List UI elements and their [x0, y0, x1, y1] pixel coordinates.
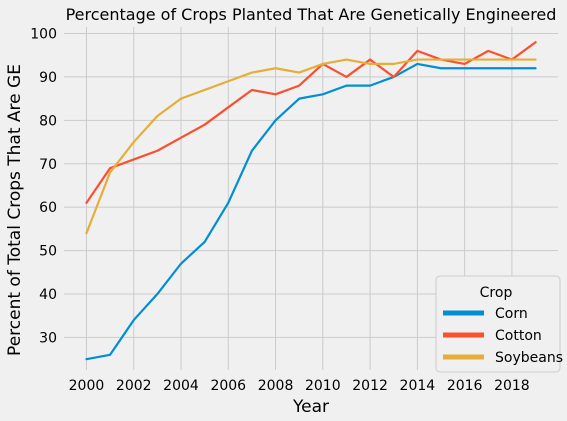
- x-tick-label: 2004: [163, 378, 199, 394]
- y-axis-label: Percent of Total Crops That Are GE: [5, 64, 25, 356]
- series-line-cotton: [85, 41, 537, 204]
- series-line-soybeans: [85, 58, 537, 235]
- y-tick-label: 100: [30, 27, 57, 43]
- x-tick-label: 2018: [494, 378, 530, 394]
- y-tick-label: 70: [39, 157, 57, 173]
- legend-label-cotton: Cotton: [495, 328, 542, 344]
- x-tick-label: 2016: [447, 378, 483, 394]
- legend-label-soybeans: Soybeans: [495, 350, 563, 366]
- legend-label-corn: Corn: [495, 306, 528, 322]
- tick-labels: 30 40 50 60 70 80 90 100 2000 2002 2004 2006 2008 201…: [30, 27, 529, 394]
- y-tick-label: 30: [39, 330, 57, 346]
- x-tick-label: 2012: [352, 378, 388, 394]
- x-tick-label: 2014: [400, 378, 436, 394]
- y-tick-label: 90: [39, 70, 57, 86]
- chart-title: Percentage of Crops Planted That Are Gen…: [66, 5, 557, 24]
- legend: Crop Corn Cotton Soybeans: [435, 275, 563, 373]
- y-tick-label: 60: [39, 200, 57, 216]
- y-tick-label: 40: [39, 287, 57, 303]
- x-axis-label: Year: [292, 397, 329, 417]
- x-tick-label: 2000: [69, 378, 105, 394]
- x-tick-label: 2010: [305, 378, 341, 394]
- legend-box: [435, 275, 561, 373]
- y-tick-label: 80: [39, 113, 57, 129]
- series-lines: [85, 41, 537, 361]
- x-tick-label: 2002: [116, 378, 152, 394]
- series-line-corn: [85, 62, 537, 361]
- y-tick-label: 50: [39, 244, 57, 260]
- grid: [64, 27, 558, 370]
- x-tick-label: 2006: [210, 378, 246, 394]
- x-tick-label: 2008: [258, 378, 294, 394]
- legend-title: Crop: [480, 285, 513, 301]
